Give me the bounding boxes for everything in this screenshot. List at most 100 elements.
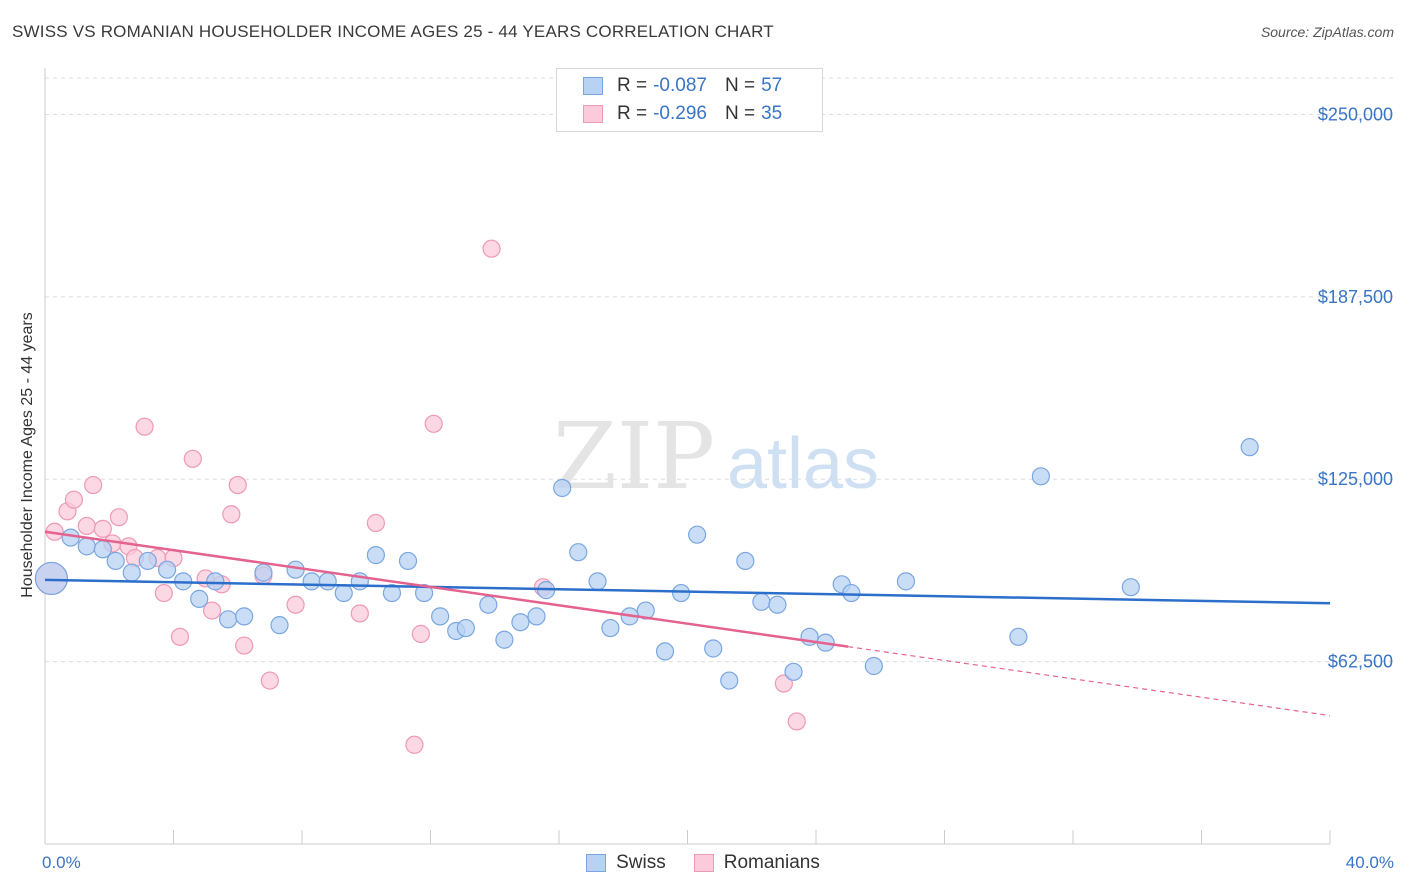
- romanians-trendline: [44, 530, 849, 648]
- swiss-point: [219, 610, 238, 629]
- romanian-point: [350, 604, 369, 623]
- swiss-swatch-icon: [583, 77, 603, 95]
- swiss-point: [34, 561, 69, 596]
- swiss-point: [636, 601, 655, 620]
- swiss-point: [77, 537, 96, 556]
- romanians-r-label: R =: [617, 103, 648, 124]
- swiss-point: [842, 583, 861, 603]
- swiss-point: [720, 671, 739, 690]
- romanian-point: [202, 601, 222, 620]
- legend-romanians-label: Romanians: [723, 852, 820, 873]
- swiss-point: [382, 583, 402, 603]
- romanians-swatch-icon: [583, 105, 603, 123]
- swiss-point: [456, 618, 475, 638]
- swiss-point: [479, 595, 498, 614]
- swiss-point: [206, 572, 225, 591]
- swiss-point: [1009, 627, 1028, 646]
- swiss-point: [190, 589, 209, 608]
- romanian-point: [482, 239, 501, 258]
- swiss-point: [1121, 578, 1140, 597]
- swiss-point: [588, 572, 607, 591]
- swiss-n-label: N =: [724, 75, 756, 96]
- watermark: ZIP atlas: [553, 403, 879, 510]
- legend-item-romanians[interactable]: Romanians: [693, 852, 820, 874]
- romanians-n-value: 35: [761, 103, 783, 124]
- romanians-n-label: N =: [724, 103, 756, 124]
- swiss-point: [318, 572, 337, 591]
- romanian-point: [366, 513, 385, 533]
- romanians-r-value: -0.296: [653, 103, 707, 124]
- swiss-point: [736, 551, 755, 571]
- swiss-point: [553, 478, 572, 498]
- x-axis-max-label: 40.0%: [1346, 853, 1394, 872]
- romanian-point: [405, 735, 424, 754]
- romanian-point: [222, 505, 241, 524]
- y-tick-label: $250,000: [1318, 104, 1393, 124]
- chart-title: SWISS VS ROMANIAN HOUSEHOLDER INCOME AGE…: [12, 22, 774, 41]
- swiss-point: [752, 592, 771, 611]
- swiss-point: [138, 551, 157, 571]
- romanian-point: [64, 490, 84, 509]
- romanian-point: [228, 475, 247, 495]
- romanian-point: [183, 449, 202, 468]
- legend-swiss-label: Swiss: [616, 852, 666, 873]
- series-legend: Swiss Romanians: [0, 852, 1406, 874]
- x-axis-min-label: 0.0%: [42, 853, 81, 872]
- swiss-point: [366, 546, 385, 565]
- swiss-point: [431, 607, 450, 626]
- watermark-atlas: atlas: [727, 424, 879, 504]
- y-tick-label: $62,500: [1328, 652, 1393, 672]
- swiss-point: [671, 583, 691, 603]
- swiss-point: [784, 662, 803, 681]
- swiss-point: [511, 613, 530, 632]
- romanian-point: [154, 583, 173, 603]
- swiss-trendline: [44, 578, 1331, 605]
- romanian-point: [424, 414, 443, 433]
- swiss-point: [688, 525, 707, 544]
- romanian-point: [286, 595, 305, 614]
- swiss-n-value: 57: [761, 75, 783, 96]
- legend-row-romanians: R = -0.296 N = 35: [583, 101, 782, 127]
- swiss-r-value: -0.087: [653, 75, 707, 96]
- swiss-point: [122, 563, 141, 582]
- swiss-point: [302, 572, 321, 591]
- swiss-point: [157, 560, 177, 579]
- romanian-point: [170, 627, 190, 646]
- stats-legend: R = -0.087 N = 57 R = -0.296 N = 35: [556, 68, 823, 132]
- romanian-point: [411, 624, 430, 643]
- romanian-point: [235, 636, 254, 655]
- legend-row-swiss: R = -0.087 N = 57: [583, 73, 782, 99]
- romanian-point: [787, 712, 806, 731]
- romanian-point: [109, 508, 128, 527]
- swiss-r-label: R =: [617, 75, 648, 96]
- romanian-point: [260, 671, 279, 690]
- swiss-point: [398, 551, 418, 571]
- romanian-point: [84, 475, 103, 495]
- swiss-point: [254, 563, 273, 582]
- y-tick-label: $125,000: [1318, 469, 1393, 489]
- swiss-point: [655, 642, 675, 661]
- swiss-legend-swatch-icon: [586, 854, 607, 872]
- romanians-legend-swatch-icon: [693, 854, 714, 872]
- y-tick-label: $187,500: [1318, 287, 1393, 307]
- swiss-point: [768, 595, 787, 614]
- swiss-point: [1240, 438, 1259, 457]
- watermark-zip: ZIP: [553, 403, 715, 510]
- romanian-point: [93, 519, 112, 538]
- romanian-point: [135, 417, 154, 436]
- swiss-point: [864, 656, 883, 676]
- legend-item-swiss[interactable]: Swiss: [586, 852, 666, 874]
- y-axis-title: Householder Income Ages 25 - 44 years: [19, 312, 36, 598]
- swiss-point: [704, 639, 723, 658]
- swiss-point: [896, 572, 916, 591]
- swiss-point: [495, 630, 514, 649]
- swiss-point: [235, 607, 254, 626]
- swiss-point: [414, 583, 434, 603]
- romanians-trendline-extension: [848, 646, 1331, 717]
- swiss-point: [527, 607, 546, 626]
- swiss-point: [334, 583, 353, 603]
- swiss-point: [601, 618, 620, 638]
- swiss-point: [61, 528, 80, 547]
- chart-source: Source: ZipAtlas.com: [1260, 24, 1394, 40]
